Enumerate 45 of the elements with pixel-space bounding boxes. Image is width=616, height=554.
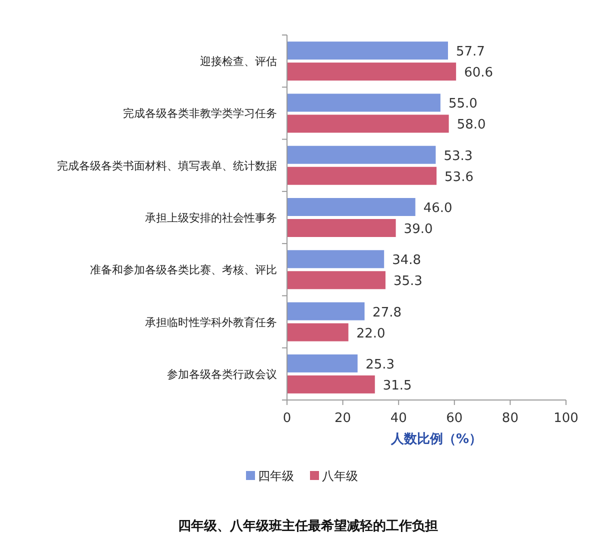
data-label: 53.6 (444, 170, 474, 185)
data-label: 57.7 (456, 44, 485, 60)
legend-label: 八年级 (322, 469, 358, 483)
x-tick-label: 20 (334, 411, 352, 426)
bar (287, 354, 358, 372)
data-label: 31.5 (382, 378, 412, 394)
data-label: 39.0 (404, 222, 433, 237)
bar (287, 198, 416, 216)
data-label: 58.0 (456, 118, 486, 133)
data-label: 25.3 (366, 357, 395, 372)
data-label: 22.0 (356, 326, 386, 342)
x-tick-label: 60 (446, 411, 463, 426)
text: 四年级、八年级班主任最希望减轻的工作负担 (178, 518, 438, 534)
x-tick-label: 100 (554, 411, 578, 426)
legend-label: 四年级 (258, 469, 294, 483)
data-label: 55.0 (448, 96, 478, 112)
bar (287, 250, 384, 268)
data-label: 34.8 (392, 253, 422, 268)
bar (287, 114, 449, 133)
bar (287, 302, 365, 320)
data-label: 35.3 (393, 274, 422, 290)
bar (287, 94, 440, 112)
bar (287, 62, 456, 81)
x-tick-label: 0 (282, 411, 292, 426)
x-axis-title: 人数比例（%） (390, 432, 482, 447)
y-tick-label: 参加各级各类行政会议 (167, 368, 277, 381)
y-tick-label: 完成各级各类书面材料、填写表单、统计数据 (57, 159, 277, 172)
bar (287, 375, 375, 394)
y-tick-label: 准备和参加各级各类比赛、考核、评比 (90, 264, 277, 277)
y-tick-label: 迎接检查、评估 (200, 55, 277, 68)
bar (287, 271, 386, 290)
bar (287, 166, 437, 185)
x-tick-label: 80 (502, 411, 518, 426)
bar (287, 146, 436, 164)
data-label: 60.6 (464, 66, 494, 81)
data-label: 46.0 (423, 201, 452, 216)
y-tick-label: 承担临时性学科外教育任务 (145, 316, 277, 329)
y-tick-label: 承担上级安排的社会性事务 (145, 212, 277, 224)
y-tick-label: 完成各级各类非教学类学习任务 (123, 107, 277, 120)
data-label: 27.8 (372, 305, 402, 320)
bar (287, 323, 348, 342)
x-tick-label: 40 (390, 411, 407, 426)
bar (287, 42, 448, 60)
bar (287, 219, 396, 237)
data-label: 53.3 (444, 148, 473, 164)
